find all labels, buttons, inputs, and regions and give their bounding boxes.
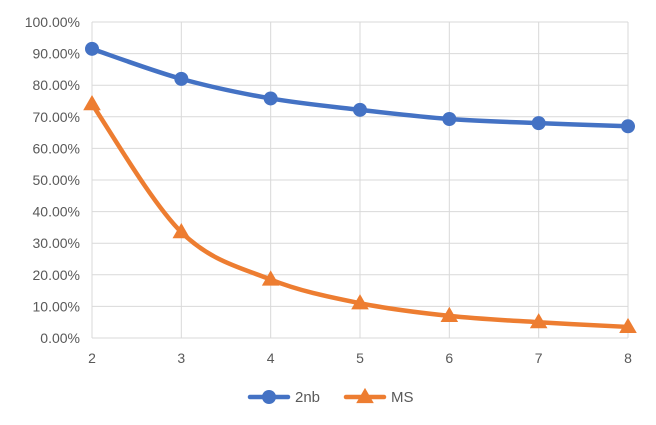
data-point <box>174 71 189 86</box>
y-axis-ticks: 0.00% 10.00% 20.00% 30.00% 40.00% 50.00% 60.00… <box>25 14 80 346</box>
y-tick-label: 40.00% <box>33 204 80 220</box>
x-tick-label: 8 <box>624 350 632 366</box>
gridlines <box>91 21 629 339</box>
data-point <box>83 95 101 111</box>
x-tick-label: 7 <box>535 350 543 366</box>
legend-label: 2nb <box>295 389 320 406</box>
legend-label: MS <box>391 389 414 406</box>
data-point <box>351 294 369 310</box>
y-tick-label: 70.00% <box>33 109 80 125</box>
x-tick-label: 3 <box>177 350 185 366</box>
data-point <box>440 306 459 322</box>
data-point <box>531 116 546 131</box>
x-axis-ticks: 2 3 4 5 6 7 8 <box>88 350 632 366</box>
y-tick-label: 0.00% <box>40 330 80 346</box>
data-point <box>85 41 99 56</box>
data-point <box>529 313 548 329</box>
y-tick-label: 100.00% <box>25 14 80 30</box>
series-2nb <box>85 41 635 134</box>
series-MS <box>83 95 637 334</box>
legend-item-MS: MS <box>343 387 414 406</box>
legend-item-2nb: 2nb <box>247 389 320 406</box>
x-tick-label: 4 <box>267 350 275 366</box>
data-point <box>353 102 367 117</box>
data-point <box>621 119 635 134</box>
data-point <box>442 112 457 127</box>
x-tick-label: 6 <box>445 350 453 366</box>
y-tick-label: 10.00% <box>33 298 80 314</box>
y-tick-label: 60.00% <box>33 140 80 156</box>
series-group <box>83 41 637 334</box>
y-tick-label: 30.00% <box>33 235 80 251</box>
x-tick-label: 5 <box>356 350 364 366</box>
legend-swatch-marker <box>262 390 276 404</box>
legend: 2nb MS <box>247 387 414 406</box>
y-tick-label: 80.00% <box>33 77 80 93</box>
legend-swatch-marker <box>356 387 374 404</box>
y-tick-label: 90.00% <box>33 46 80 62</box>
data-point <box>261 270 280 286</box>
y-tick-label: 20.00% <box>33 267 80 283</box>
x-tick-label: 2 <box>88 350 96 366</box>
data-point <box>263 91 278 106</box>
data-point <box>172 223 191 239</box>
data-point <box>619 317 637 334</box>
y-tick-label: 50.00% <box>33 172 80 188</box>
